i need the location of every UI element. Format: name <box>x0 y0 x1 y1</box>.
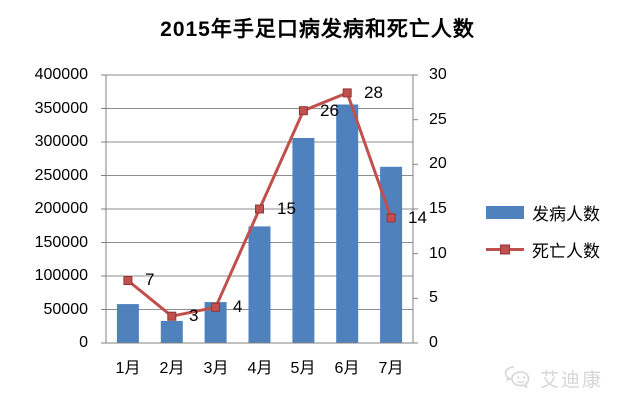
bar-3月 <box>204 302 227 343</box>
left-axis-tick-label: 100000 <box>34 267 88 284</box>
marker-2月 <box>167 311 177 321</box>
line-data-label: 28 <box>364 83 383 102</box>
right-axis-tick-label: 25 <box>429 111 447 128</box>
left-axis-tick-label: 50000 <box>43 301 89 318</box>
bar-series-swatch <box>486 205 524 219</box>
x-axis-tick-label: 5月 <box>290 360 316 377</box>
line-data-label: 4 <box>233 297 243 316</box>
left-axis-tick-label: 250000 <box>34 167 88 184</box>
bar-1月 <box>116 304 139 343</box>
marker-1月 <box>123 276 133 285</box>
legend-label-deaths: 死亡人数 <box>532 241 600 261</box>
marker-3月 <box>211 302 221 312</box>
marker-6月 <box>342 88 352 98</box>
line-series-swatch <box>486 243 524 256</box>
legend-label-incidence: 发病人数 <box>532 204 600 224</box>
right-axis-tick-label: 30 <box>429 66 447 83</box>
line-data-label: 14 <box>408 208 427 227</box>
wechat-icon <box>504 366 530 389</box>
bar-2月 <box>160 320 183 343</box>
legend-item-deaths: 死亡人数 <box>486 242 600 261</box>
x-axis-tick-label: 2月 <box>159 360 185 377</box>
right-axis-tick-label: 10 <box>429 245 447 262</box>
line-swatch-glyph <box>486 244 524 254</box>
bar-4月 <box>248 226 271 343</box>
right-axis-tick-label: 20 <box>429 155 447 172</box>
line-data-label: 15 <box>277 199 296 218</box>
left-axis-tick-label: 400000 <box>34 66 88 83</box>
x-axis-tick-label: 3月 <box>203 360 229 377</box>
x-axis-tick-label: 4月 <box>247 360 273 377</box>
chart-title: 2015年手足口病发病和死亡人数 <box>160 18 475 41</box>
right-axis-tick-label: 15 <box>429 200 447 217</box>
x-axis-tick-label: 6月 <box>334 360 360 377</box>
right-axis-tick-label: 0 <box>429 334 438 351</box>
left-axis-tick-label: 200000 <box>34 200 88 217</box>
line-data-label: 7 <box>145 270 155 289</box>
bar-5月 <box>292 138 315 343</box>
bar-7月 <box>380 166 403 343</box>
legend: 发病人数 死亡人数 <box>486 205 600 279</box>
line-data-label: 26 <box>320 101 339 120</box>
left-axis-tick-label: 150000 <box>34 234 88 251</box>
marker-5月 <box>298 106 308 116</box>
watermark-text: 艾迪康 <box>540 369 604 391</box>
left-axis-tick-label: 350000 <box>34 100 88 117</box>
x-axis-tick-label: 1月 <box>115 360 141 377</box>
line-data-label: 3 <box>189 306 199 325</box>
left-axis-tick-label: 0 <box>79 334 88 351</box>
right-axis-tick-label: 5 <box>429 289 438 306</box>
x-axis-tick-label: 7月 <box>378 360 404 377</box>
marker-7月 <box>386 213 396 223</box>
legend-item-incidence: 发病人数 <box>486 205 600 224</box>
watermark: 艾迪康 <box>501 363 603 393</box>
left-axis-tick-label: 300000 <box>34 133 88 150</box>
bar-6月 <box>336 104 359 343</box>
marker-4月 <box>255 204 264 214</box>
